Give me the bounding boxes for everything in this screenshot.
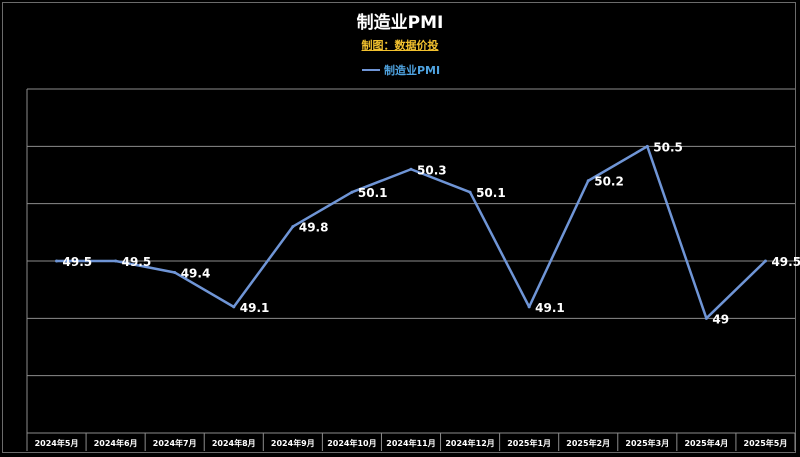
data-point: [114, 259, 118, 263]
data-point: [586, 179, 590, 183]
x-tick-label: 2024年5月: [35, 438, 79, 448]
x-tick-label: 2024年11月: [386, 438, 435, 448]
x-tick-label: 2024年12月: [445, 438, 494, 448]
data-label: 50.1: [476, 186, 506, 200]
data-label: 49.8: [299, 221, 329, 235]
data-point: [527, 305, 531, 309]
legend: 制造业PMI: [362, 62, 440, 78]
x-tick-label: 2024年8月: [212, 438, 256, 448]
data-point: [468, 190, 472, 194]
chart-title: 制造业PMI: [356, 13, 444, 33]
data-label: 49.4: [181, 266, 211, 280]
x-tick-label: 2024年9月: [271, 438, 315, 448]
data-label: 50.2: [594, 175, 624, 189]
data-label: 49.1: [240, 301, 270, 315]
data-point: [350, 190, 354, 194]
x-tick-label: 2025年5月: [744, 438, 788, 448]
data-label: 49.5: [63, 255, 93, 269]
x-tick-label: 2025年2月: [566, 438, 610, 448]
x-tick-label: 2025年4月: [684, 438, 728, 448]
data-point: [291, 225, 295, 229]
data-point: [704, 316, 708, 320]
data-point: [409, 167, 413, 171]
x-tick-label: 2024年10月: [327, 438, 376, 448]
x-tick-label: 2024年7月: [153, 438, 197, 448]
data-label: 50.3: [417, 163, 447, 177]
series-line: [56, 145, 767, 320]
x-tick-label: 2025年3月: [625, 438, 669, 448]
data-point: [55, 259, 59, 263]
data-point: [173, 270, 177, 274]
data-point: [645, 144, 649, 148]
data-label: 49: [712, 312, 729, 326]
x-tick-label: 2025年1月: [507, 438, 551, 448]
data-label: 50.5: [653, 140, 683, 154]
data-label: 50.1: [358, 186, 388, 200]
x-tick-label: 2024年6月: [94, 438, 138, 448]
data-label: 49.5: [122, 255, 152, 269]
data-label: 49.1: [535, 301, 565, 315]
data-point: [763, 259, 767, 263]
legend-label: 制造业PMI: [384, 64, 441, 77]
data-point: [232, 305, 236, 309]
data-label: 49.5: [771, 255, 800, 269]
legend-line-swatch: [362, 69, 380, 71]
chart-frame: [2, 2, 796, 453]
chart-subtitle: 制图：数据价投: [361, 39, 439, 52]
